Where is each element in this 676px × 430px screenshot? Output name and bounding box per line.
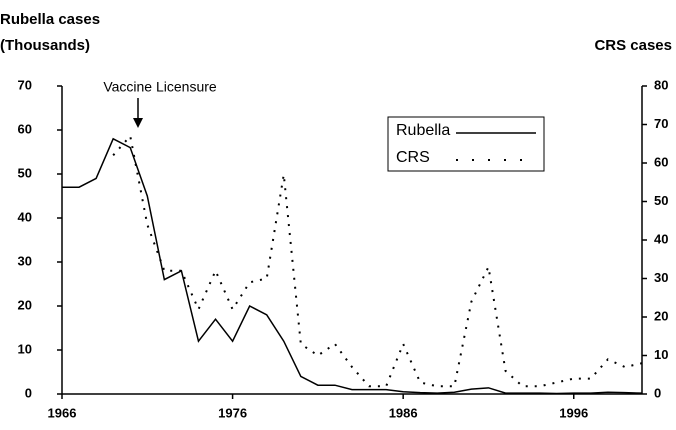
series-line: [62, 137, 643, 395]
y2-tick-label: 10: [654, 347, 668, 362]
y-axis-title: (Thousands): [0, 37, 90, 54]
y-tick-label: 0: [25, 385, 32, 400]
legend-box: [387, 116, 545, 172]
y-tick-label: 50: [18, 165, 32, 180]
y-tick-label: 10: [18, 341, 32, 356]
x-tick-label: 1996: [559, 405, 588, 420]
annotation-arrowhead: [133, 118, 143, 128]
y2-tick-label: 0: [654, 385, 661, 400]
legend-label: CRS: [396, 149, 430, 166]
y-tick-label: 40: [18, 209, 32, 224]
legend-label: Rubella: [396, 122, 450, 139]
y2-tick-label: 30: [654, 270, 668, 285]
series-line: [112, 133, 643, 388]
y2-tick-label: 60: [654, 154, 668, 169]
y2-axis-title: CRS cases: [594, 37, 672, 54]
y-tick-label: 20: [18, 297, 32, 312]
annotation: Vaccine Licensure: [103, 79, 217, 95]
x-tick-label: 1976: [218, 405, 247, 420]
y-tick-label: 30: [18, 253, 32, 268]
y2-tick-label: 20: [654, 308, 668, 323]
y-tick-label: 60: [18, 121, 32, 136]
y-axis-title: Rubella cases: [0, 11, 100, 28]
y2-tick-label: 80: [654, 77, 668, 92]
y-tick-label: 70: [18, 77, 32, 92]
y2-tick-label: 70: [654, 116, 668, 131]
y2-tick-label: 40: [654, 231, 668, 246]
x-tick-label: 1986: [389, 405, 418, 420]
y2-tick-label: 50: [654, 193, 668, 208]
x-tick-label: 1966: [48, 405, 77, 420]
